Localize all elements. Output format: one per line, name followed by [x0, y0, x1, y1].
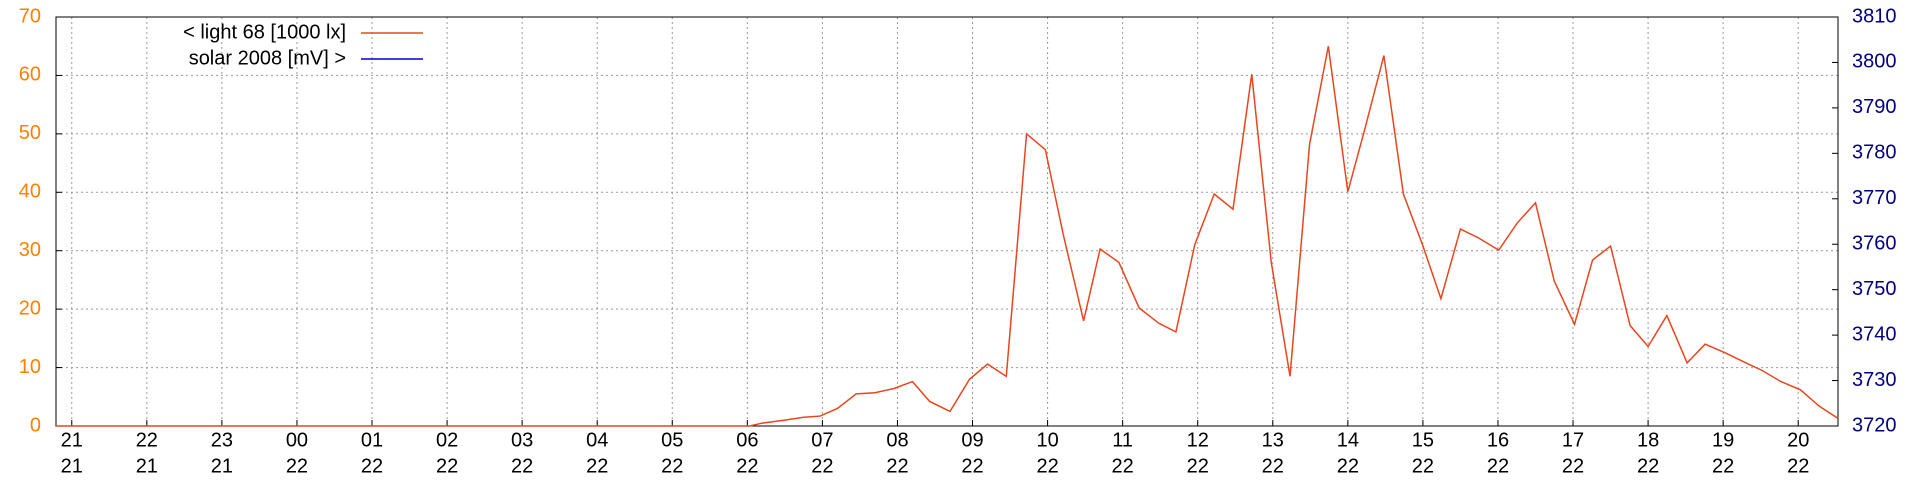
y2-tick-label: 3730	[1852, 369, 1897, 391]
x-tick-sublabel: 22	[1487, 455, 1509, 477]
x-tick-label: 23	[211, 429, 233, 451]
y-tick-label: 20	[19, 297, 41, 319]
x-tick-label: 21	[61, 429, 83, 451]
x-tick-label: 00	[286, 429, 308, 451]
x-tick-label: 03	[511, 429, 533, 451]
x-tick-sublabel: 22	[1262, 455, 1284, 477]
x-tick-label: 02	[436, 429, 458, 451]
x-tick-label: 01	[361, 429, 383, 451]
x-tick-sublabel: 22	[1637, 455, 1659, 477]
x-tick-label: 17	[1562, 429, 1584, 451]
x-tick-sublabel: 21	[211, 455, 233, 477]
x-tick-label: 06	[736, 429, 758, 451]
x-tick-label: 15	[1412, 429, 1434, 451]
x-tick-sublabel: 22	[961, 455, 983, 477]
x-tick-label: 09	[961, 429, 983, 451]
x-tick-sublabel: 22	[1187, 455, 1209, 477]
x-tick-label: 20	[1787, 429, 1809, 451]
y2-tick-label: 3760	[1852, 233, 1897, 255]
y2-tick-label: 3790	[1852, 96, 1897, 118]
x-tick-label: 22	[136, 429, 158, 451]
y-tick-label: 70	[19, 5, 41, 27]
y-tick-label: 10	[19, 356, 41, 378]
x-tick-sublabel: 22	[1036, 455, 1058, 477]
x-tick-label: 14	[1337, 429, 1359, 451]
x-tick-sublabel: 22	[1562, 455, 1584, 477]
x-tick-label: 10	[1036, 429, 1058, 451]
x-tick-label: 13	[1262, 429, 1284, 451]
y2-tick-label: 3810	[1852, 5, 1897, 27]
x-tick-sublabel: 22	[1337, 455, 1359, 477]
x-tick-sublabel: 22	[1787, 455, 1809, 477]
x-tick-sublabel: 22	[586, 455, 608, 477]
y2-tick-label: 3800	[1852, 51, 1897, 73]
x-tick-sublabel: 22	[511, 455, 533, 477]
x-tick-label: 04	[586, 429, 608, 451]
legend-label: < light 68 [1000 lx]	[183, 21, 346, 43]
x-tick-sublabel: 22	[661, 455, 683, 477]
plot-frame	[55, 16, 1839, 427]
y2-tick-label: 3720	[1852, 414, 1897, 436]
y-tick-label: 0	[30, 414, 41, 436]
x-tick-sublabel: 22	[436, 455, 458, 477]
x-tick-label: 16	[1487, 429, 1509, 451]
y2-tick-label: 3750	[1852, 278, 1897, 300]
x-tick-sublabel: 21	[61, 455, 83, 477]
x-tick-label: 19	[1712, 429, 1734, 451]
x-tick-sublabel: 21	[136, 455, 158, 477]
x-tick-sublabel: 22	[1112, 455, 1134, 477]
x-tick-label: 08	[886, 429, 908, 451]
x-tick-label: 11	[1112, 429, 1133, 451]
x-tick-sublabel: 22	[811, 455, 833, 477]
x-tick-sublabel: 22	[361, 455, 383, 477]
y2-tick-label: 3740	[1852, 323, 1897, 345]
x-tick-sublabel: 22	[736, 455, 758, 477]
x-tick-label: 05	[661, 429, 683, 451]
y-tick-label: 50	[19, 122, 41, 144]
x-tick-label: 07	[811, 429, 833, 451]
x-tick-sublabel: 22	[886, 455, 908, 477]
legend-label: solar 2008 [mV] >	[189, 47, 346, 69]
y2-tick-label: 3780	[1852, 142, 1897, 164]
y-tick-label: 60	[19, 64, 41, 86]
x-tick-label: 18	[1637, 429, 1659, 451]
x-tick-sublabel: 22	[286, 455, 308, 477]
y2-tick-label: 3770	[1852, 187, 1897, 209]
data-line	[56, 46, 1839, 427]
y-tick-label: 40	[19, 181, 41, 203]
x-tick-label: 12	[1187, 429, 1209, 451]
x-tick-sublabel: 22	[1712, 455, 1734, 477]
x-tick-sublabel: 22	[1412, 455, 1434, 477]
y-tick-label: 30	[19, 239, 41, 261]
